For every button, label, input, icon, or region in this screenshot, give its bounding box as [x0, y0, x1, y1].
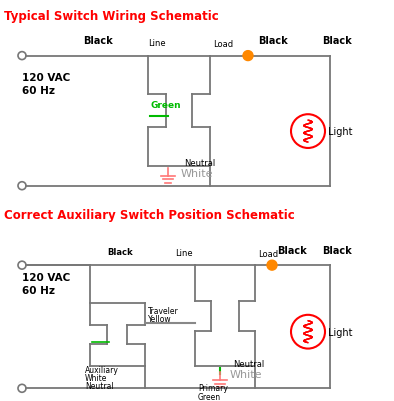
Text: Black: Black	[277, 246, 307, 255]
Text: Correct Auxiliary Switch Position Schematic: Correct Auxiliary Switch Position Schema…	[4, 208, 295, 221]
Text: Line: Line	[148, 38, 165, 48]
Text: White: White	[85, 373, 108, 383]
Circle shape	[243, 51, 253, 61]
Text: Black: Black	[258, 36, 288, 46]
Circle shape	[267, 261, 277, 270]
Text: Black: Black	[83, 36, 113, 46]
Text: Primary: Primary	[198, 383, 228, 392]
Text: Traveler: Traveler	[148, 306, 179, 316]
Text: Light: Light	[328, 127, 353, 137]
Text: Green: Green	[198, 392, 221, 401]
Text: Green: Green	[151, 101, 182, 110]
Text: 120 VAC
60 Hz: 120 VAC 60 Hz	[22, 272, 70, 295]
Text: Light: Light	[328, 327, 353, 337]
Text: Load: Load	[213, 40, 233, 49]
Text: 120 VAC
60 Hz: 120 VAC 60 Hz	[22, 73, 70, 96]
Text: Black: Black	[322, 36, 352, 46]
Text: Line: Line	[175, 249, 193, 257]
Text: Black: Black	[322, 246, 352, 255]
Text: White: White	[230, 369, 262, 379]
Text: Neutral: Neutral	[184, 158, 215, 168]
Text: Load: Load	[258, 249, 278, 259]
Text: Typical Switch Wiring Schematic: Typical Switch Wiring Schematic	[4, 10, 219, 23]
Text: Neutral: Neutral	[85, 381, 113, 390]
Text: White: White	[181, 168, 214, 178]
Text: Yellow: Yellow	[148, 314, 172, 324]
Text: Auxiliary: Auxiliary	[85, 365, 119, 375]
Text: Black: Black	[107, 247, 133, 257]
Text: Neutral: Neutral	[233, 360, 264, 369]
